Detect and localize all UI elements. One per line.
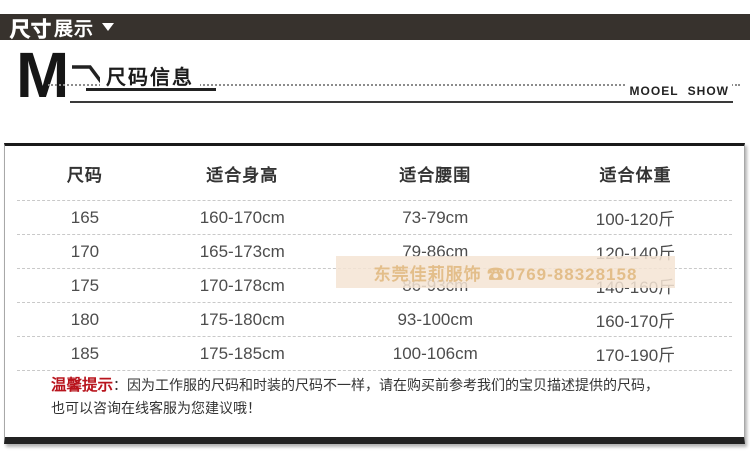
section-title-strong: 尺寸	[10, 18, 52, 41]
table-row: 180 175-180cm 93-100cm 160-170斤	[17, 303, 732, 337]
table-cell: 175-185cm	[199, 343, 285, 363]
section-header-bar: 尺寸 展示	[0, 14, 750, 41]
table-row: 165 160-170cm 73-79cm 100-120斤	[17, 201, 732, 235]
size-table-header: 尺码 适合身高 适合腰围 适合体重	[17, 146, 732, 201]
notice-line1: 温馨提示：因为工作服的尺码和时装的尺码不一样，请在购买前参考我们的宝贝描述提供的…	[51, 374, 721, 397]
table-cell: 100-106cm	[392, 343, 478, 363]
table-cell: 180	[70, 309, 100, 329]
table-cell: 79-86cm	[402, 241, 469, 261]
table-row: 175 170-178cm 86-93cm 140-160斤	[17, 269, 732, 303]
table-cell: 170	[70, 241, 100, 261]
table-cell: 93-100cm	[397, 309, 474, 329]
table-cell: 185	[70, 343, 100, 363]
solid-divider	[70, 101, 733, 103]
strip-heading: 尺码信息	[100, 61, 200, 90]
brand-letter: M	[16, 39, 69, 111]
notice-separator: ：	[113, 377, 128, 393]
table-row: 185 175-185cm 100-106cm 170-190斤	[17, 337, 732, 371]
table-cell: 160-170cm	[199, 207, 285, 227]
table-cell: 86-93cm	[402, 275, 469, 295]
table-cell: 120-140斤	[595, 244, 676, 263]
column-header: 适合体重	[599, 165, 672, 185]
section-title-light: 展示	[54, 18, 95, 40]
table-row: 170 165-173cm 79-86cm 120-140斤	[17, 235, 732, 269]
dotted-divider	[48, 84, 740, 86]
table-cell: 140-160斤	[595, 278, 676, 297]
size-table-body: 165 160-170cm 73-79cm 100-120斤 170 165-173cm 7…	[17, 201, 732, 371]
heading-underline	[86, 88, 216, 91]
size-chart-panel: 尺码 适合身高 适合腰围 适合体重 165 160-170cm 73-79cm 100-12…	[4, 143, 745, 444]
notice-text: 温馨提示：因为工作服的尺码和时装的尺码不一样，请在购买前参考我们的宝贝描述提供的…	[51, 374, 721, 420]
table-cell: 160-170斤	[595, 312, 676, 331]
table-cell: 175	[70, 275, 100, 295]
notice-body1: 因为工作服的尺码和时装的尺码不一样，请在购买前参考我们的宝贝描述提供的尺码，	[127, 377, 660, 393]
table-cell: 175-180cm	[199, 309, 285, 329]
table-cell: 170-178cm	[199, 275, 285, 295]
column-header: 适合身高	[206, 165, 279, 185]
notice-line2: 也可以咨询在线客服为您建议哦！	[51, 400, 261, 416]
down-triangle-icon	[102, 23, 115, 31]
table-cell: 170-190斤	[595, 346, 676, 365]
table-cell: 165-173cm	[199, 241, 285, 261]
table-cell: 100-120斤	[595, 210, 676, 229]
table-cell: 73-79cm	[402, 207, 469, 227]
table-cell: 165	[70, 207, 100, 227]
size-table: 尺码 适合身高 适合腰围 适合体重 165 160-170cm 73-79cm 100-12…	[17, 146, 732, 371]
column-header: 适合腰围	[399, 165, 472, 185]
notice-label: 温馨提示	[51, 377, 114, 394]
model-show-caption: MOOEL SHOW	[626, 84, 732, 98]
column-header: 尺码	[66, 165, 103, 185]
